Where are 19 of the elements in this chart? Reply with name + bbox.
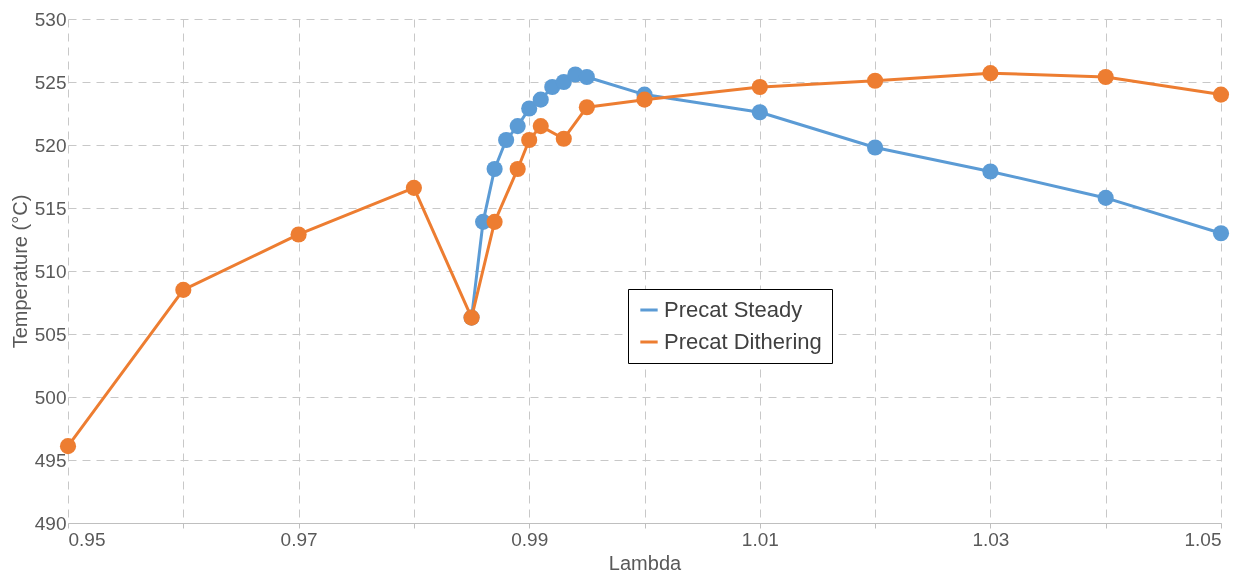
- y-tick-label: 525: [34, 71, 67, 93]
- y-tick-label: 515: [34, 197, 67, 219]
- y-tick-label: 505: [34, 323, 67, 345]
- legend-label: Precat Dithering: [664, 329, 822, 354]
- x-tick-label: 1.01: [741, 528, 779, 550]
- x-tick-label: 0.95: [68, 528, 106, 550]
- y-tick-label: 510: [34, 260, 67, 282]
- y-tick-label: 500: [34, 386, 67, 408]
- y-tick-label: 495: [34, 449, 67, 471]
- x-tick-label: 1.03: [972, 528, 1010, 550]
- y-axis-title: Temperature (°C): [8, 194, 31, 349]
- x-axis-title: Lambda: [608, 551, 683, 574]
- x-tick-label: 1.05: [1184, 528, 1222, 550]
- x-tick-label: 0.97: [280, 528, 318, 550]
- y-tick-label: 490: [34, 512, 67, 534]
- x-tick-label: 0.99: [511, 528, 549, 550]
- legend-label: Precat Steady: [664, 297, 803, 322]
- y-tick-label: 520: [34, 134, 67, 156]
- y-tick-label: 530: [34, 8, 67, 30]
